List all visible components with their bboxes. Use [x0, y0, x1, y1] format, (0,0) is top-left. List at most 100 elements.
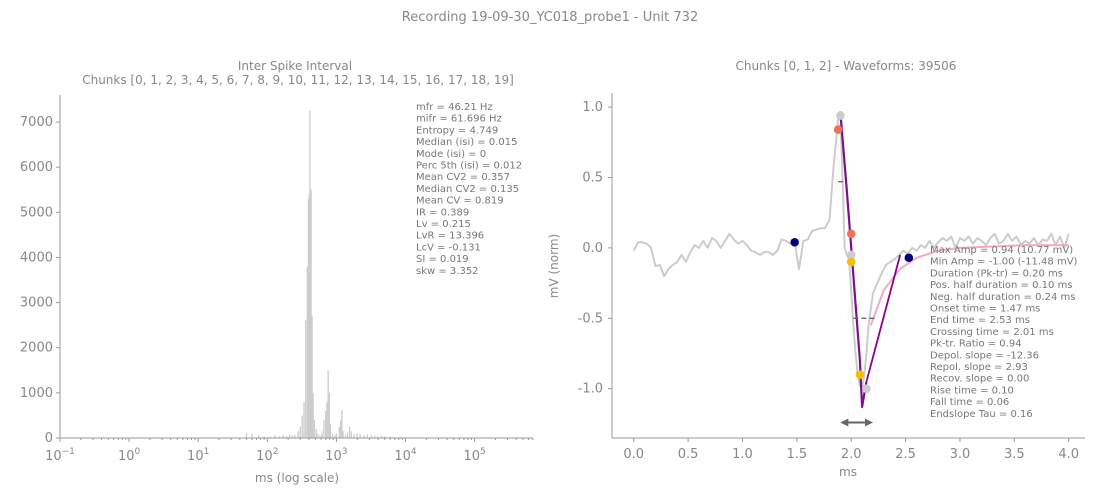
isi-bar [263, 436, 265, 438]
isi-bar [310, 189, 312, 438]
isi-stat-line: mfr = 46.21 Hz [416, 102, 493, 113]
isi-bar [389, 436, 391, 438]
isi-bar [335, 433, 338, 438]
waveform-marker [904, 253, 914, 263]
waveform-stat-line: End time = 2.53 ms [930, 315, 1030, 326]
waveform-x-tick-label: 1.0 [732, 447, 753, 462]
isi-bar [363, 435, 365, 438]
isi-stat-line: Mode (isi) = 0 [416, 149, 486, 160]
isi-x-tick-label: 100 [118, 447, 141, 464]
isi-bar [317, 433, 319, 438]
isi-bar [328, 392, 330, 438]
waveform-x-tick-label: 2.0 [841, 447, 862, 462]
waveform-axes: -1.0 -0.5 0.0 0.5 1.0 0.0 0.5 1.0 1.5 2.0 2.5 3.0 3.… [578, 93, 1085, 462]
waveform-stat-line: Repol. slope = 2.93 [930, 362, 1028, 373]
waveform-stat-line: Endslope Tau = 0.16 [930, 409, 1033, 420]
isi-bar [377, 436, 379, 438]
isi-title: Inter Spike Interval [238, 59, 352, 73]
isi-bar [307, 198, 310, 438]
isi-bar [294, 434, 296, 438]
isi-bar [251, 433, 253, 438]
waveform-marker [833, 125, 843, 134]
isi-x-tick-label: 104 [394, 447, 417, 464]
isi-bar [269, 436, 271, 438]
isi-bar [342, 431, 344, 438]
isi-y-tick-label: 1000 [20, 386, 53, 401]
isi-stat-line: Lv = 0.215 [416, 219, 471, 230]
isi-bar [274, 435, 276, 438]
isi-bar [299, 426, 301, 438]
waveform-xlabel: ms [839, 465, 857, 479]
waveform-panel: Chunks [0, 1, 2] - Waveforms: 39506 -1.0… [547, 59, 1085, 479]
figure-suptitle: Recording 19-09-30_YC018_probe1 - Unit 7… [402, 10, 698, 25]
isi-stat-line: skw = 3.352 [416, 266, 479, 277]
isi-stat-line: Entropy = 4.749 [416, 125, 498, 136]
waveform-marker [862, 384, 871, 394]
isi-stat-line: Mean CV2 = 0.357 [416, 172, 510, 183]
isi-stat-line: Perc 5th (isi) = 0.012 [416, 161, 522, 172]
isi-bar [356, 433, 358, 438]
isi-bar [359, 433, 361, 438]
waveform-slope-line [865, 254, 902, 382]
waveform-x-tick-label: 4.0 [1058, 447, 1079, 462]
waveform-y-tick-label: 0.0 [582, 241, 603, 256]
waveform-stat-line: Neg. half duration = 0.24 ms [930, 292, 1076, 303]
isi-bar [326, 401, 328, 438]
waveform-stat-line: Pk-tr. Ratio = 0.94 [930, 339, 1022, 350]
isi-bar [327, 370, 329, 438]
isi-stat-line: Median CV2 = 0.135 [416, 184, 519, 195]
isi-bar [331, 433, 334, 438]
isi-y-tick-label: 3000 [20, 296, 53, 311]
waveform-marker [855, 370, 865, 379]
isi-bar [282, 435, 284, 438]
isi-stat-line: LcV = -0.131 [416, 242, 481, 253]
waveform-stat-line: Max Amp = 0.94 (10.77 mV) [930, 245, 1073, 256]
waveform-stats-box: Max Amp = 0.94 (10.77 mV)Min Amp = -1.00… [930, 245, 1078, 420]
isi-bar [348, 426, 351, 438]
waveform-marker [846, 250, 856, 260]
isi-y-tick-label: 0 [45, 431, 53, 446]
isi-bar [325, 410, 327, 438]
isi-bar [297, 431, 299, 438]
waveform-series-line [632, 113, 1070, 390]
waveform-marker [836, 111, 845, 120]
duration-arrow-left-head [840, 418, 849, 427]
isi-bar [285, 436, 288, 438]
isi-axes: 0 1000 2000 3000 4000 5000 6000 7000 10−1 100 101 1… [20, 95, 534, 464]
waveform-title: Chunks [0, 1, 2] - Waveforms: 39506 [736, 59, 957, 73]
waveform-stat-line: Onset time = 1.47 ms [930, 304, 1040, 315]
isi-bar [311, 316, 313, 438]
isi-bar [315, 428, 317, 438]
waveform-stat-line: Recov. slope = 0.00 [930, 374, 1029, 385]
isi-bar [334, 435, 336, 438]
isi-bar [341, 410, 343, 438]
isi-bar [329, 424, 332, 438]
isi-bar [321, 431, 323, 438]
isi-x-tick-label: 103 [325, 447, 347, 464]
isi-bar [313, 419, 316, 438]
isi-bar [305, 320, 307, 438]
isi-histogram-panel: Inter Spike Interval Chunks [0, 1, 2, 3,… [20, 59, 534, 485]
isi-stat-line: SI = 0.019 [416, 254, 469, 265]
waveform-marker [846, 257, 856, 267]
waveform-y-tick-label: -1.0 [578, 382, 603, 397]
isi-y-tick-label: 2000 [20, 341, 53, 356]
isi-bar [291, 435, 293, 438]
isi-bar [323, 419, 325, 438]
isi-bar [346, 432, 349, 438]
waveform-x-tick-label: 2.5 [895, 447, 916, 462]
isi-stat-line: Median (isi) = 0.015 [416, 137, 517, 148]
isi-bar [278, 436, 281, 438]
waveform-stat-line: Min Amp = -1.00 (-11.48 mV) [930, 257, 1078, 268]
waveform-x-tick-label: 0.5 [678, 447, 699, 462]
waveform-x-tick-label: 3.5 [1004, 447, 1025, 462]
isi-bar [344, 434, 347, 438]
isi-bar [319, 435, 321, 438]
isi-bar [370, 435, 372, 438]
waveform-marker [846, 229, 856, 239]
isi-y-tick-label: 4000 [20, 250, 53, 265]
waveform-stat-line: Fall time = 0.06 [930, 397, 1009, 408]
waveform-ylabel: mV (norm) [547, 234, 561, 298]
